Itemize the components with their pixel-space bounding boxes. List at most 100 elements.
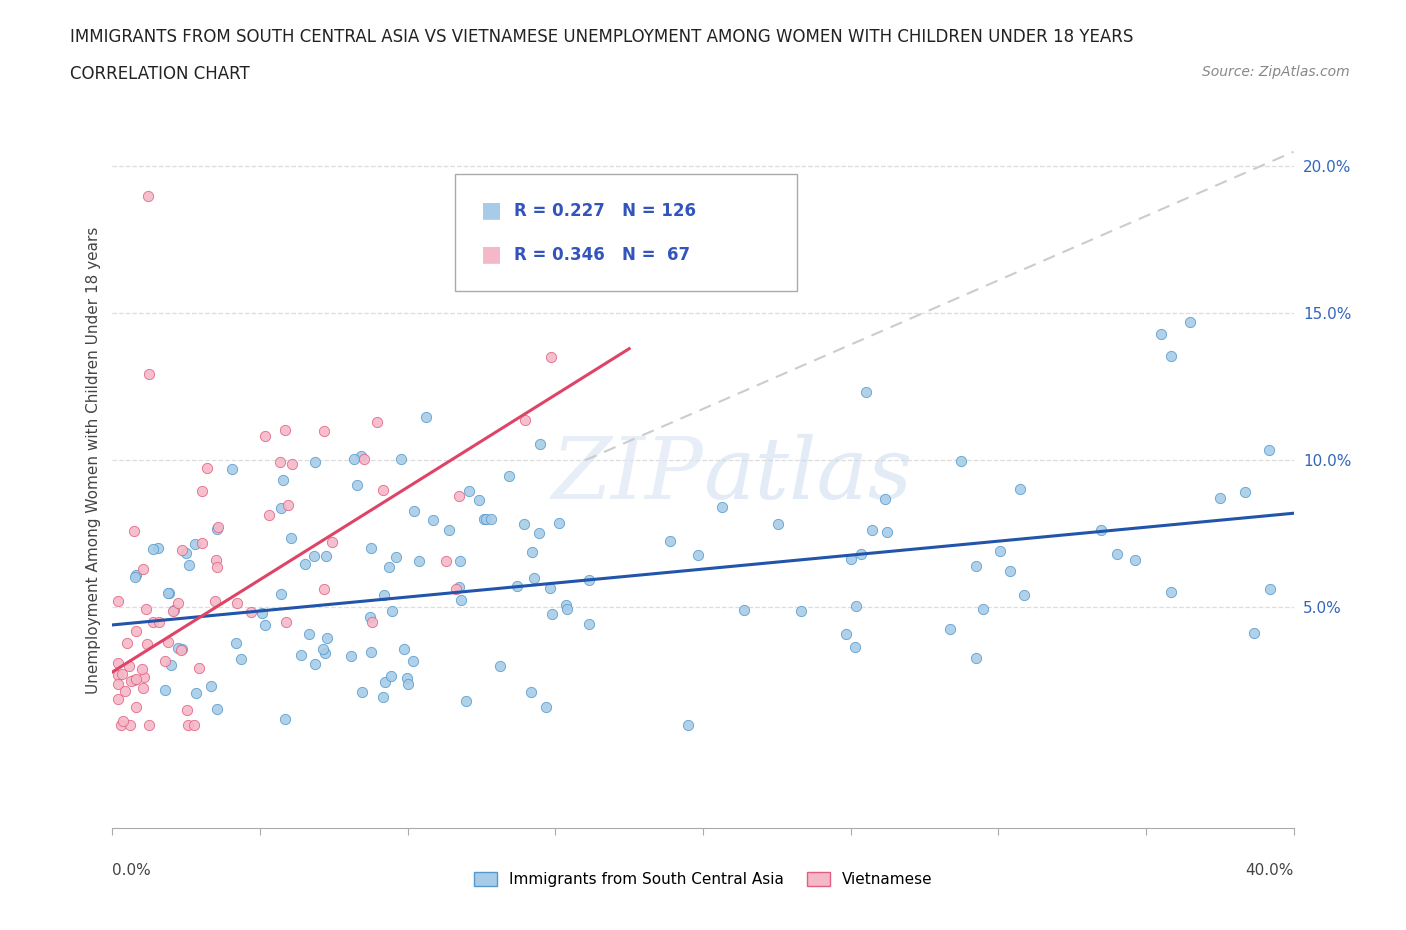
Point bbox=[458, 484, 481, 498]
Point bbox=[221, 461, 243, 476]
Point bbox=[186, 686, 208, 701]
Point bbox=[1258, 443, 1281, 458]
Point bbox=[422, 513, 444, 528]
Point bbox=[304, 656, 326, 671]
Point bbox=[204, 552, 226, 567]
Point bbox=[849, 547, 872, 562]
Point bbox=[578, 617, 600, 631]
Point bbox=[346, 478, 368, 493]
Point bbox=[844, 639, 866, 654]
Point bbox=[240, 604, 263, 619]
Point bbox=[157, 586, 180, 601]
Point bbox=[990, 543, 1012, 558]
Text: 40.0%: 40.0% bbox=[1246, 863, 1294, 878]
Point bbox=[187, 661, 209, 676]
Point bbox=[107, 691, 129, 706]
Point bbox=[834, 627, 856, 642]
Point bbox=[107, 655, 129, 670]
Point bbox=[176, 546, 198, 561]
Point bbox=[156, 634, 179, 649]
Point bbox=[711, 499, 734, 514]
Point bbox=[134, 669, 156, 684]
Point bbox=[191, 484, 214, 498]
Point bbox=[304, 549, 326, 564]
Point bbox=[875, 491, 897, 506]
Point bbox=[125, 567, 148, 582]
Point bbox=[447, 579, 470, 594]
Point bbox=[1160, 585, 1182, 600]
Point bbox=[467, 493, 489, 508]
Point bbox=[153, 653, 176, 668]
Point bbox=[658, 534, 681, 549]
Point bbox=[276, 615, 298, 630]
Text: Source: ZipAtlas.com: Source: ZipAtlas.com bbox=[1202, 65, 1350, 79]
Point bbox=[523, 571, 546, 586]
Point bbox=[120, 673, 142, 688]
Point bbox=[1105, 547, 1128, 562]
Point bbox=[111, 667, 134, 682]
Point bbox=[339, 648, 361, 663]
Point bbox=[456, 694, 478, 709]
Point bbox=[688, 548, 710, 563]
Point bbox=[475, 512, 498, 526]
Point bbox=[207, 519, 229, 534]
Point bbox=[366, 415, 388, 430]
Point bbox=[359, 610, 381, 625]
Point bbox=[253, 618, 276, 632]
Point bbox=[163, 603, 186, 618]
Point bbox=[449, 554, 471, 569]
Point bbox=[844, 599, 866, 614]
Point bbox=[315, 549, 337, 564]
Text: R = 0.346   N =  67: R = 0.346 N = 67 bbox=[515, 246, 690, 263]
Point bbox=[280, 531, 302, 546]
Point bbox=[378, 559, 401, 574]
Point bbox=[360, 540, 382, 555]
Text: ■: ■ bbox=[481, 245, 502, 265]
Point bbox=[177, 717, 200, 732]
Point bbox=[506, 578, 529, 593]
Point bbox=[167, 595, 190, 610]
Point bbox=[450, 592, 472, 607]
Point bbox=[343, 451, 366, 466]
Point bbox=[110, 717, 132, 732]
Point bbox=[311, 642, 333, 657]
Point bbox=[120, 717, 142, 732]
Point bbox=[1209, 490, 1232, 505]
Point bbox=[176, 703, 198, 718]
Point bbox=[315, 631, 337, 645]
Point bbox=[1233, 485, 1256, 499]
Point bbox=[146, 540, 169, 555]
Point bbox=[225, 595, 247, 610]
Point bbox=[1258, 581, 1281, 596]
Point bbox=[939, 621, 962, 636]
Point bbox=[172, 642, 194, 657]
Text: R = 0.227   N = 126: R = 0.227 N = 126 bbox=[515, 202, 696, 219]
Point bbox=[298, 627, 321, 642]
Point bbox=[107, 676, 129, 691]
Point bbox=[439, 522, 461, 537]
Point bbox=[294, 557, 316, 572]
Point bbox=[117, 658, 139, 673]
Point bbox=[1243, 625, 1265, 640]
Text: CORRELATION CHART: CORRELATION CHART bbox=[70, 65, 250, 83]
Text: IMMIGRANTS FROM SOUTH CENTRAL ASIA VS VIETNAMESE UNEMPLOYMENT AMONG WOMEN WITH C: IMMIGRANTS FROM SOUTH CENTRAL ASIA VS VI… bbox=[70, 28, 1133, 46]
Point bbox=[170, 642, 193, 657]
Point bbox=[148, 615, 170, 630]
Point bbox=[229, 652, 252, 667]
Point bbox=[408, 553, 430, 568]
Point bbox=[371, 482, 394, 497]
Point bbox=[111, 713, 134, 728]
Point bbox=[349, 448, 371, 463]
Point bbox=[114, 684, 136, 698]
Point bbox=[195, 461, 218, 476]
Point bbox=[204, 593, 226, 608]
Point bbox=[766, 516, 789, 531]
FancyBboxPatch shape bbox=[456, 174, 797, 291]
Point bbox=[513, 412, 536, 427]
Point bbox=[277, 498, 299, 512]
Point bbox=[395, 671, 418, 686]
Point bbox=[538, 580, 561, 595]
Point bbox=[269, 455, 291, 470]
Point bbox=[122, 672, 145, 687]
Point bbox=[360, 615, 382, 630]
